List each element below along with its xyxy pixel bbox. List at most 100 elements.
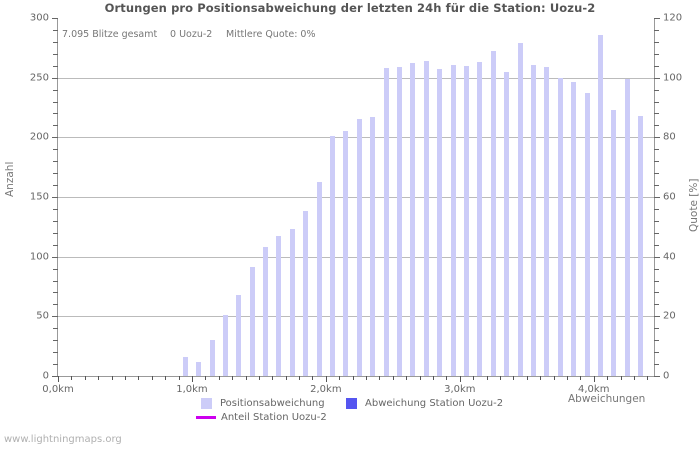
bar <box>544 66 550 376</box>
x-axis-tick <box>634 376 635 380</box>
bar <box>490 51 496 376</box>
y-axis-right-tick <box>654 340 659 341</box>
legend-swatch-icon <box>346 398 357 409</box>
y-axis-left-tick <box>53 125 58 126</box>
y-axis-right-tick <box>654 197 660 198</box>
y-axis-right-tick <box>654 66 659 67</box>
y-axis-left-tick <box>52 257 58 258</box>
y-axis-right-tick <box>654 78 660 79</box>
bar <box>236 294 242 376</box>
y-axis-right-label: 60 <box>663 191 676 203</box>
y-axis-right-tick <box>654 292 659 293</box>
x-axis-tick <box>433 376 434 380</box>
gridline <box>58 257 654 258</box>
y-axis-right-tick <box>654 316 660 317</box>
y-axis-right-tick <box>654 137 660 138</box>
y-axis-left-tick <box>53 221 58 222</box>
x-axis-tick <box>286 376 287 380</box>
y-axis-left-tick <box>53 185 58 186</box>
gridline <box>58 316 654 317</box>
y-axis-right-label: 20 <box>663 310 676 322</box>
y-axis-left-tick <box>52 376 58 377</box>
x-axis-tick <box>379 376 380 380</box>
y-axis-left-tick <box>53 281 58 282</box>
y-axis-left-tick <box>53 113 58 114</box>
y-axis-left-tick <box>53 364 58 365</box>
x-axis-tick <box>165 376 166 380</box>
y-axis-right-tick <box>654 328 659 329</box>
x-axis-tick <box>246 376 247 380</box>
x-axis-tick <box>339 376 340 380</box>
bar <box>222 315 228 376</box>
y-axis-right-tick <box>654 90 659 91</box>
x-axis-tick <box>353 376 354 380</box>
x-axis-tick <box>326 376 327 382</box>
legend-label: Anteil Station Uozu-2 <box>221 412 327 423</box>
x-axis-tick <box>420 376 421 380</box>
bar <box>289 229 295 376</box>
x-axis-tick <box>594 376 595 382</box>
y-axis-left-tick <box>52 18 58 19</box>
bar <box>249 267 255 376</box>
y-axis-left-tick <box>52 137 58 138</box>
chart-title: Ortungen pro Positionsabweichung der let… <box>104 1 596 15</box>
y-axis-right-tick <box>654 30 659 31</box>
bar <box>410 63 416 376</box>
y-axis-right-tick <box>654 245 659 246</box>
y-axis-left-tick <box>52 316 58 317</box>
y-axis-left-tick <box>53 292 58 293</box>
x-axis-tick <box>393 376 394 380</box>
bar <box>397 66 403 376</box>
y-axis-left-title: Anzahl <box>4 161 16 197</box>
gridline <box>58 197 654 198</box>
y-axis-right-label: 100 <box>663 72 683 84</box>
bar <box>530 64 536 376</box>
y-axis-right-label: 0 <box>663 370 670 382</box>
x-axis-tick <box>219 376 220 380</box>
y-axis-right-tick <box>654 113 659 114</box>
bar <box>383 68 389 376</box>
legend-line-icon <box>196 416 216 419</box>
bar <box>370 117 376 376</box>
y-axis-left-tick <box>52 78 58 79</box>
legend-item-anteil-station: Anteil Station Uozu-2 <box>196 412 327 423</box>
y-axis-left-label: 200 <box>29 131 49 143</box>
x-axis-tick <box>71 376 72 380</box>
x-axis-tick <box>272 376 273 380</box>
bar <box>571 82 577 376</box>
x-axis-label: 0,0km <box>42 384 74 395</box>
y-axis-right-title: Quote [%] <box>688 178 700 232</box>
y-axis-left-tick <box>53 66 58 67</box>
y-axis-left-label: 100 <box>29 251 49 263</box>
y-axis-right-tick <box>654 364 659 365</box>
y-axis-left-tick <box>53 328 58 329</box>
x-axis-tick <box>125 376 126 380</box>
bar <box>423 60 429 376</box>
plot-area: 0 50 100 150 200 250 300 0 20 40 60 80 100 120 0,0km 1,… <box>30 13 682 396</box>
y-axis-left-label: 300 <box>29 12 49 24</box>
x-axis-label: 3,0km <box>444 384 476 395</box>
x-axis-tick <box>446 376 447 380</box>
x-axis-tick <box>312 376 313 380</box>
x-axis-tick <box>259 376 260 380</box>
legend-item-abweichung-station: Abweichung Station Uozu-2 <box>346 398 503 409</box>
legend-swatch-icon <box>201 398 212 409</box>
watermark: www.lightningmaps.org <box>4 434 122 445</box>
x-axis-tick <box>580 376 581 380</box>
y-axis-left-tick <box>53 54 58 55</box>
legend-label: Positionsabweichung <box>220 398 325 409</box>
x-axis-tick <box>540 376 541 380</box>
y-axis-left-label: 150 <box>29 191 49 203</box>
y-axis-right-label: 80 <box>663 131 676 143</box>
x-axis-tick <box>192 376 193 382</box>
bar <box>450 64 456 376</box>
y-axis-right-tick <box>654 54 659 55</box>
y-axis-left-label: 50 <box>36 310 49 322</box>
y-axis-left-tick <box>53 352 58 353</box>
x-axis-tick <box>647 376 648 380</box>
x-axis-label: 1,0km <box>176 384 208 395</box>
y-axis-right-tick <box>654 269 659 270</box>
x-axis-tick <box>112 376 113 380</box>
bar <box>437 69 443 376</box>
